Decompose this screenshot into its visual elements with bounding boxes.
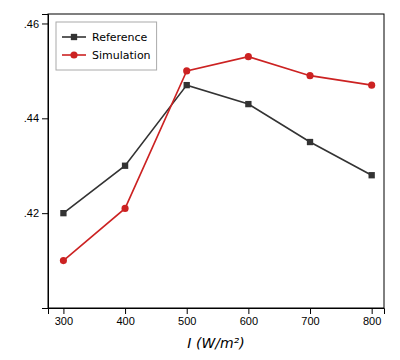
series-marker xyxy=(184,82,190,88)
axis-domain xyxy=(42,15,49,309)
series-marker xyxy=(183,67,190,74)
legend-symbol xyxy=(70,51,77,58)
x-tick: 400 xyxy=(116,308,134,327)
series-marker xyxy=(121,205,128,212)
tick-mark xyxy=(63,308,64,314)
tick-label: .44 xyxy=(24,112,39,124)
x-tick: 800 xyxy=(363,308,381,327)
tick-label: 700 xyxy=(301,315,319,327)
tick-mark xyxy=(42,23,48,24)
series-marker xyxy=(122,163,128,169)
y-tick: .46 xyxy=(24,18,48,30)
tick-label: 800 xyxy=(363,315,381,327)
legend-entry: Simulation xyxy=(62,49,151,62)
series-marker xyxy=(60,257,67,264)
plot-frame xyxy=(48,14,384,308)
x-axis: 300 400 500 600 700 800 xyxy=(49,308,385,327)
axis-domain xyxy=(49,309,385,315)
tick-label: 400 xyxy=(116,315,134,327)
series-marker xyxy=(369,172,375,178)
tick-label: 600 xyxy=(240,315,258,327)
legend: Reference Simulation xyxy=(56,22,157,70)
legend-symbol xyxy=(71,34,77,40)
tick-mark xyxy=(248,308,249,314)
tick-label: 500 xyxy=(178,315,196,327)
y-tick: .42 xyxy=(24,207,48,219)
x-axis-title: I (W/m²) xyxy=(187,335,244,351)
tick-label: .42 xyxy=(24,207,39,219)
series-line xyxy=(63,57,371,261)
legend-entry: Reference xyxy=(62,31,148,44)
x-tick: 700 xyxy=(301,308,319,327)
series-line xyxy=(63,85,371,213)
tick-mark xyxy=(310,308,311,314)
tick-mark xyxy=(42,118,48,119)
series-marker xyxy=(307,139,313,145)
tick-label: 300 xyxy=(55,315,73,327)
chart: 300 400 500 600 700 800 .42 .44 .46 Reference Simu… xyxy=(0,0,400,360)
y-axis: .42 .44 .46 xyxy=(24,15,49,309)
tick-mark xyxy=(187,308,188,314)
tick-label: .46 xyxy=(24,18,39,30)
series-marker xyxy=(245,101,251,107)
series-marker xyxy=(60,210,66,216)
plot: 300 400 500 600 700 800 .42 .44 .46 Reference Simu… xyxy=(24,14,385,327)
x-tick: 300 xyxy=(55,308,73,327)
legend-label: Simulation xyxy=(92,49,151,62)
series-marker xyxy=(245,53,252,60)
series-marker xyxy=(368,82,375,89)
marks xyxy=(60,53,375,264)
legend-label: Reference xyxy=(92,31,148,44)
x-tick: 600 xyxy=(240,308,258,327)
tick-mark xyxy=(125,308,126,314)
x-tick: 500 xyxy=(178,308,196,327)
y-tick: .44 xyxy=(24,112,48,124)
tick-mark xyxy=(42,213,48,214)
legend-frame xyxy=(56,22,157,70)
series-marker xyxy=(306,72,313,79)
tick-mark xyxy=(372,308,373,314)
